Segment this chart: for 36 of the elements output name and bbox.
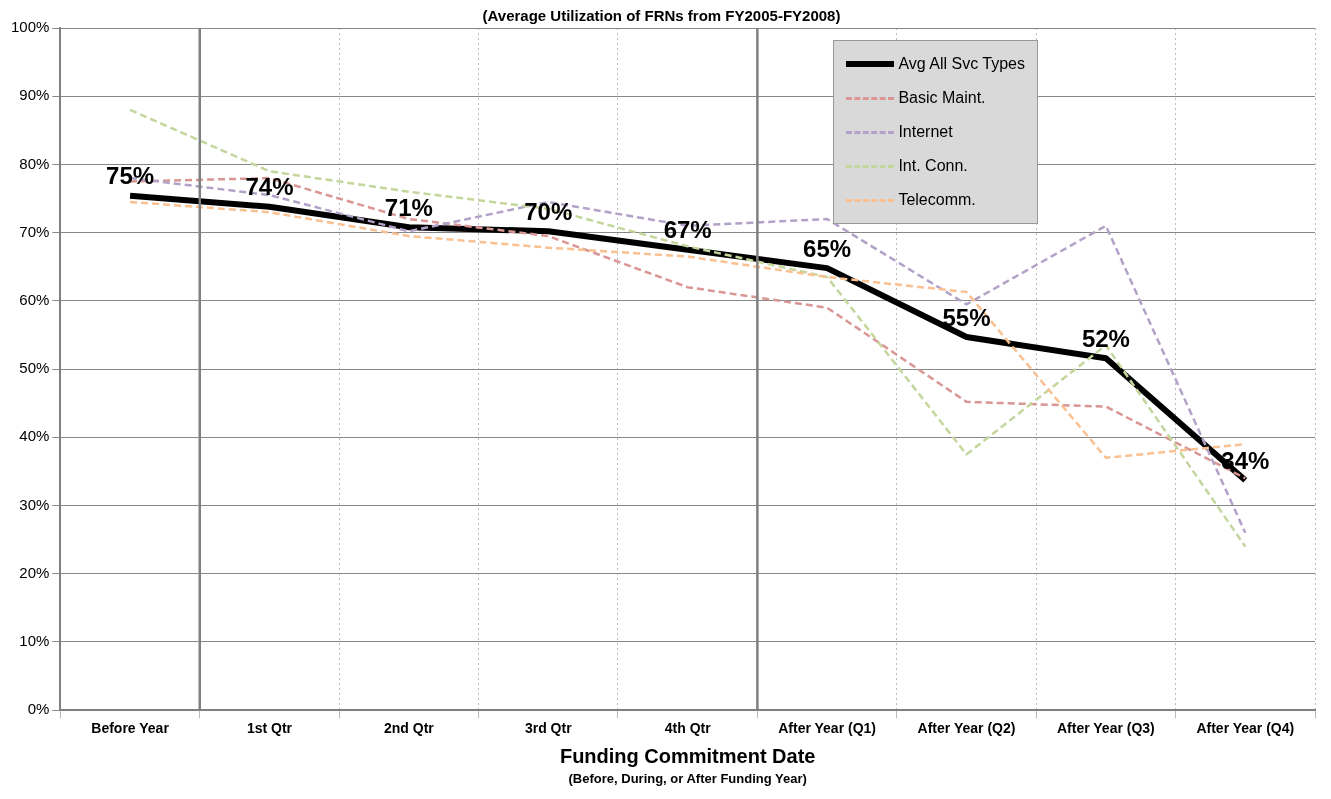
chart-title: (Average Utilization of FRNs from FY2005-FY2008) xyxy=(482,7,841,25)
legend-label: Int. Conn. xyxy=(898,157,968,175)
data-label: 71% xyxy=(384,193,433,221)
y-tick-label: 30% xyxy=(19,495,50,513)
legend-label: Avg All Svc Types xyxy=(898,55,1025,73)
data-label: 65% xyxy=(803,234,852,262)
data-label: 75% xyxy=(106,162,155,190)
legend-label: Telecomm. xyxy=(898,191,976,209)
y-tick-label: 90% xyxy=(19,86,50,104)
x-tick-label: 4th Qtr xyxy=(664,720,712,737)
y-tick-label: 70% xyxy=(19,222,50,240)
data-label: 52% xyxy=(1081,324,1130,352)
y-tick-label: 40% xyxy=(19,427,50,445)
y-tick-label: 60% xyxy=(19,291,50,309)
x-tick-label: After Year (Q1) xyxy=(778,720,876,737)
data-label: 55% xyxy=(942,303,991,331)
legend-label: Basic Maint. xyxy=(898,89,986,107)
x-tick-label: After Year (Q4) xyxy=(1196,720,1295,737)
data-label: 67% xyxy=(663,216,712,244)
y-tick-label: 80% xyxy=(19,154,50,172)
y-tick-label: 50% xyxy=(19,359,50,377)
y-tick-label: 100% xyxy=(10,18,50,36)
x-axis-title: Funding Commitment Date xyxy=(559,744,816,767)
x-tick-label: 1st Qtr xyxy=(246,720,293,737)
legend-label: Internet xyxy=(898,123,953,141)
y-tick-label: 10% xyxy=(19,632,50,650)
data-label: 70% xyxy=(524,197,573,225)
x-tick-label: 2nd Qtr xyxy=(383,720,435,737)
data-label: 74% xyxy=(245,173,294,201)
x-tick-label: 3rd Qtr xyxy=(524,720,573,737)
x-tick-label: After Year (Q3) xyxy=(1057,720,1155,737)
x-tick-label: Before Year xyxy=(91,720,170,737)
y-tick-label: 0% xyxy=(27,700,50,718)
x-tick-label: After Year (Q2) xyxy=(917,720,1016,737)
text: (Before, During, or After Funding Year) xyxy=(568,771,807,787)
y-tick-label: 20% xyxy=(19,563,50,581)
